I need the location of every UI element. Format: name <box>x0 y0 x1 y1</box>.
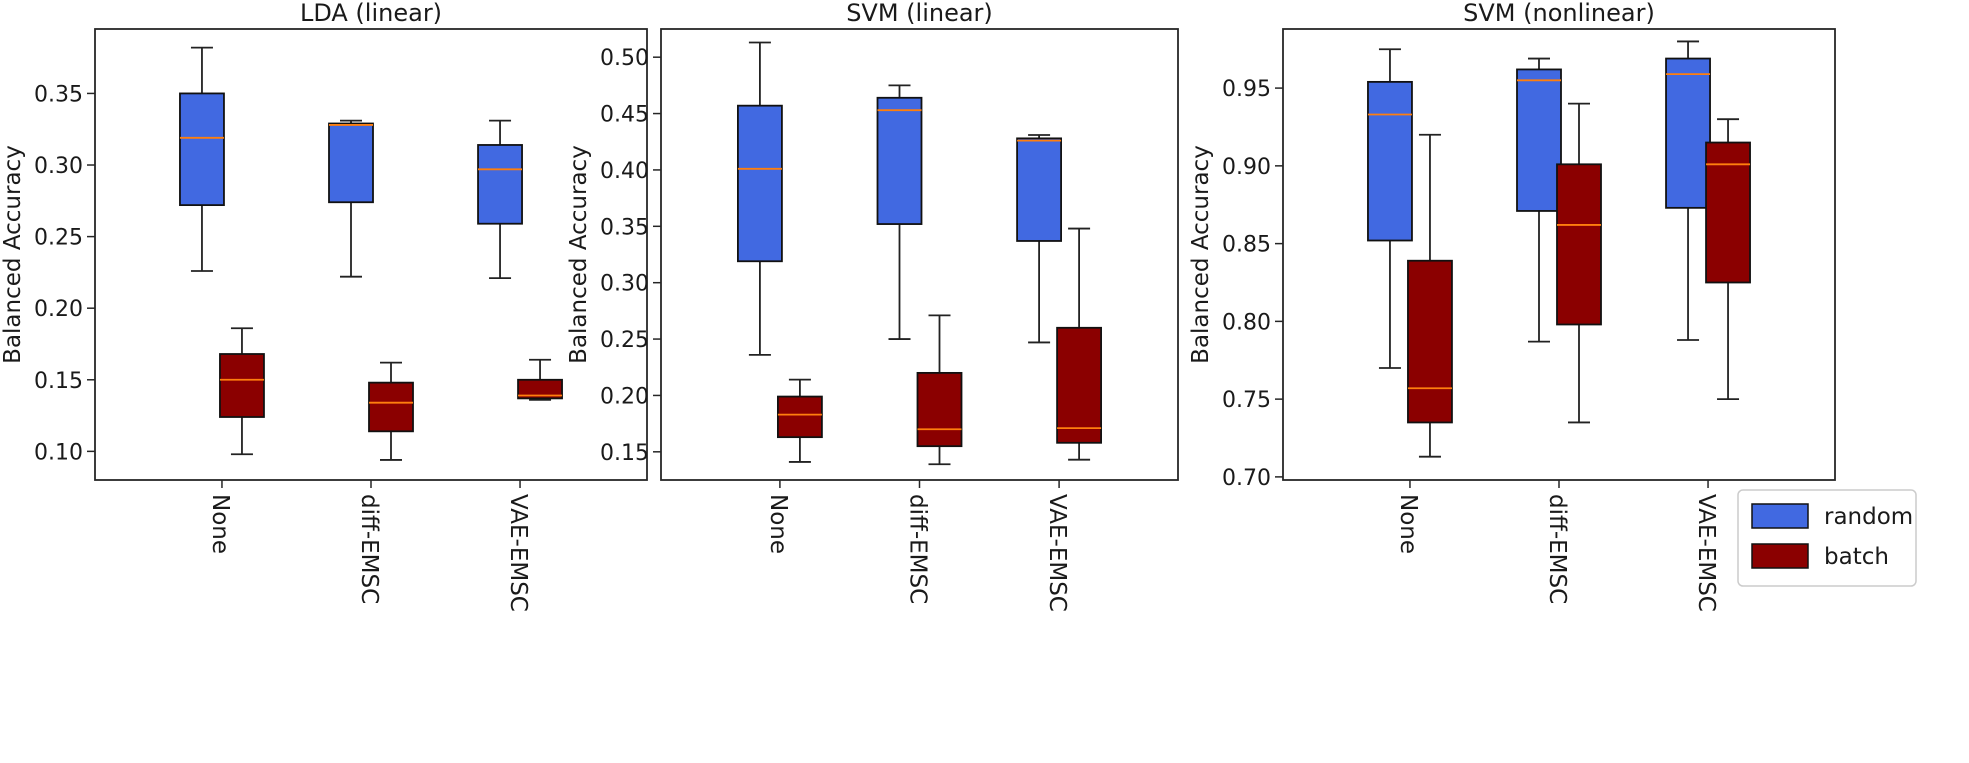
y-axis-label: Balanced Accuracy <box>0 145 26 364</box>
batch-box-none <box>1407 133 1453 458</box>
box-body <box>1056 326 1102 444</box>
y-tick-label: 0.35 <box>600 215 649 240</box>
y-tick-label: 0.85 <box>1222 233 1271 258</box>
random-box-diff-emsc <box>876 84 923 340</box>
legend-swatch-random <box>1751 503 1809 529</box>
y-tick-label: 0.80 <box>1222 310 1271 335</box>
legend-label-random: random <box>1824 504 1913 530</box>
y-tick-label: 0.30 <box>600 272 649 297</box>
y-tick-label: 0.30 <box>34 154 83 179</box>
y-tick-label: 0.90 <box>1222 155 1271 180</box>
random-box-diff-emsc <box>1516 57 1562 343</box>
y-tick-label: 0.25 <box>34 226 83 251</box>
random-box-vae-emsc <box>477 119 523 280</box>
y-tick-label: 0.20 <box>600 384 649 409</box>
x-tick-label: VAE-EMSC <box>1693 494 1719 612</box>
x-tick-label: diff-EMSC <box>356 494 382 604</box>
y-tick-label: 0.35 <box>34 82 83 107</box>
y-tick-label: 0.40 <box>600 159 649 184</box>
chart-title: SVM (nonlinear) <box>1463 0 1655 27</box>
batch-box-vae-emsc <box>1705 118 1751 401</box>
random-box-vae-emsc <box>1665 40 1711 341</box>
box-body <box>1665 57 1711 209</box>
chart-panel-3: SVM (nonlinear) Balanced Accuracy 0.70 0.75… <box>1188 0 1917 612</box>
axes-frame <box>1282 28 1836 481</box>
box-body <box>737 104 783 263</box>
box-body <box>1407 259 1453 424</box>
box-body <box>1367 80 1413 242</box>
box-body <box>517 378 563 400</box>
random-box-none <box>179 46 225 272</box>
box-body <box>219 353 265 418</box>
batch-box-vae-emsc <box>517 358 563 401</box>
legend: random batch <box>1737 489 1917 587</box>
y-tick-label: 0.70 <box>1222 466 1271 491</box>
box-body <box>368 381 414 433</box>
box-body <box>1516 68 1562 212</box>
x-tick-label: VAE-EMSC <box>1044 494 1070 612</box>
axes-frame <box>660 28 1179 481</box>
x-tick-label: None <box>765 494 791 554</box>
box-body <box>179 92 225 207</box>
axes-frame <box>94 28 648 481</box>
y-tick-label: 0.50 <box>600 46 649 71</box>
x-tick-label: diff-EMSC <box>1544 494 1570 604</box>
y-axis-label: Balanced Accuracy <box>566 145 592 364</box>
y-axis-label: Balanced Accuracy <box>1188 145 1214 364</box>
box-body <box>916 371 963 448</box>
random-box-diff-emsc <box>328 119 374 278</box>
random-box-none <box>1367 48 1413 369</box>
y-tick-label: 0.20 <box>34 297 83 322</box>
y-tick-label: 0.15 <box>34 369 83 394</box>
random-box-vae-emsc <box>1016 134 1062 344</box>
y-tick-label: 0.10 <box>34 440 83 465</box>
x-tick-label: diff-EMSC <box>905 494 931 604</box>
y-tick-label: 0.95 <box>1222 77 1271 102</box>
box-body <box>1016 137 1062 242</box>
box-body <box>1705 141 1751 284</box>
box-body <box>328 122 374 204</box>
chart-title: SVM (linear) <box>846 0 993 27</box>
batch-box-none <box>777 378 823 463</box>
x-tick-label: None <box>1395 494 1421 554</box>
batch-box-diff-emsc <box>368 361 414 461</box>
x-tick-label: None <box>207 494 233 554</box>
legend-swatch-batch <box>1751 543 1809 569</box>
x-tick-label: VAE-EMSC <box>505 494 531 612</box>
box-body <box>477 144 523 225</box>
chart-title: LDA (linear) <box>300 0 442 27</box>
box-body <box>1556 163 1602 326</box>
batch-box-vae-emsc <box>1056 227 1102 461</box>
box-body <box>777 395 823 439</box>
legend-label-batch: batch <box>1824 544 1889 570</box>
y-tick-label: 0.15 <box>600 441 649 466</box>
box-body <box>876 96 923 225</box>
chart-panel-1: LDA (linear) Balanced Accuracy 0.10 0.15 0.2… <box>0 0 648 612</box>
random-box-none <box>737 41 783 356</box>
y-tick-label: 0.25 <box>600 328 649 353</box>
batch-box-diff-emsc <box>916 314 963 466</box>
chart-panel-2: SVM (linear) Balanced Accuracy 0.15 0.20 0.2… <box>566 0 1179 612</box>
y-tick-label: 0.45 <box>600 103 649 128</box>
y-tick-label: 0.75 <box>1222 388 1271 413</box>
batch-box-none <box>219 327 265 456</box>
batch-box-diff-emsc <box>1556 102 1602 424</box>
